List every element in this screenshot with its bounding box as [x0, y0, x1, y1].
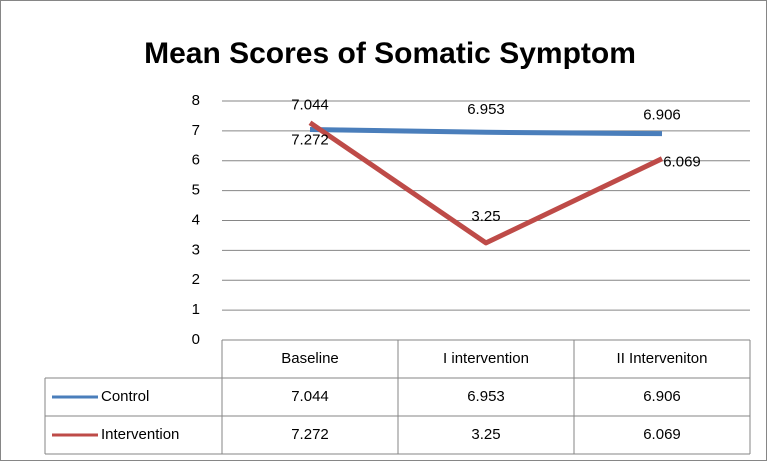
y-tick-label: 8 — [192, 92, 200, 109]
table-cell: 6.953 — [467, 388, 505, 405]
legend-label: Control — [101, 388, 149, 405]
y-tick-label: 7 — [192, 122, 200, 139]
data-label: 6.953 — [467, 101, 505, 118]
y-tick-label: 3 — [192, 241, 200, 258]
data-label: 6.906 — [643, 107, 681, 124]
y-tick-label: 5 — [192, 182, 200, 199]
category-label: II Interveniton — [617, 350, 708, 367]
data-label: 7.044 — [291, 97, 329, 114]
data-label: 7.272 — [291, 132, 329, 149]
y-tick-label: 1 — [192, 301, 200, 318]
category-label: Baseline — [281, 350, 339, 367]
table-cell: 7.044 — [291, 388, 329, 405]
category-label: I intervention — [443, 350, 529, 367]
y-tick-label: 0 — [192, 331, 200, 348]
y-tick-label: 4 — [192, 211, 200, 228]
y-tick-label: 6 — [192, 152, 200, 169]
series-line — [309, 127, 663, 137]
y-tick-label: 2 — [192, 271, 200, 288]
table-cell: 7.272 — [291, 426, 329, 443]
chart-title: Mean Scores of Somatic Symptom — [144, 37, 636, 70]
data-label: 6.069 — [663, 154, 701, 171]
series-line — [308, 120, 664, 246]
data-label: 3.25 — [471, 208, 500, 225]
table-cell: 3.25 — [471, 426, 500, 443]
table-cell: 6.069 — [643, 426, 681, 443]
table-cell: 6.906 — [643, 388, 681, 405]
legend-label: Intervention — [101, 426, 179, 443]
